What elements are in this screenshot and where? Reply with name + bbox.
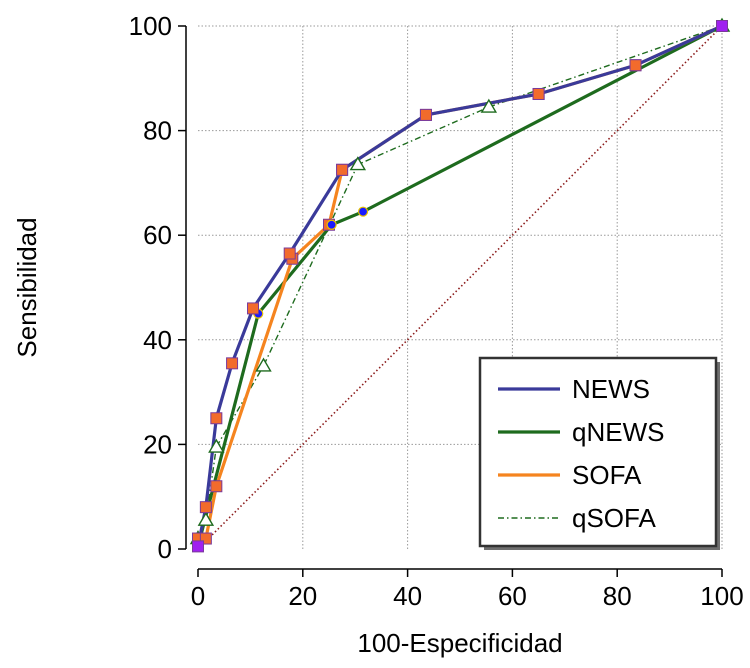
marker-news	[199, 501, 212, 514]
marker-news	[716, 20, 728, 32]
marker-news	[532, 87, 545, 100]
x-tick-label: 20	[288, 581, 317, 611]
y-tick-label: 0	[158, 534, 172, 564]
y-axis-title: Sensibilidad	[12, 217, 42, 357]
reference-diagonal	[197, 25, 723, 550]
x-tick-label: 0	[191, 581, 205, 611]
legend-label-qnews: qNEWS	[572, 417, 664, 447]
x-tick-label: 100	[700, 581, 743, 611]
x-axis-ticks: 0 20 40 60 80 100	[191, 569, 744, 611]
y-tick-label: 60	[143, 220, 172, 250]
y-tick-label: 100	[129, 11, 172, 41]
x-tick-label: 80	[603, 581, 632, 611]
x-tick-label: 60	[498, 581, 527, 611]
legend-label-qsofa: qSOFA	[572, 503, 656, 533]
marker-qsofa	[197, 511, 215, 526]
marker-news	[336, 163, 349, 176]
x-tick-label: 40	[393, 581, 422, 611]
series-markers	[189, 17, 731, 553]
legend-label-sofa: SOFA	[572, 460, 642, 490]
marker-sofa	[199, 532, 212, 545]
reference-line	[197, 25, 723, 550]
marker-qsofa	[349, 156, 367, 171]
marker-qnews	[357, 206, 369, 217]
marker-news	[283, 247, 296, 260]
marker-news	[629, 59, 642, 72]
marker-news	[247, 302, 260, 315]
legend: NEWS qNEWS SOFA qSOFA	[478, 356, 720, 550]
marker-news	[210, 412, 223, 425]
y-tick-label: 40	[143, 325, 172, 355]
marker-qsofa	[208, 438, 225, 453]
marker-sofa	[210, 480, 223, 493]
marker-news	[419, 108, 432, 121]
marker-qsofa	[255, 357, 272, 372]
legend-label-news: NEWS	[572, 374, 650, 404]
axes	[185, 26, 722, 570]
marker-qnews	[326, 219, 337, 230]
marker-news	[226, 357, 239, 370]
marker-news	[192, 540, 204, 553]
x-axis-title: 100-Especificidad	[357, 628, 562, 658]
y-tick-label: 20	[143, 429, 172, 459]
marker-qsofa	[480, 98, 498, 113]
y-axis-ticks: 0 20 40 60 80 100	[129, 11, 186, 564]
y-tick-label: 80	[143, 116, 172, 146]
